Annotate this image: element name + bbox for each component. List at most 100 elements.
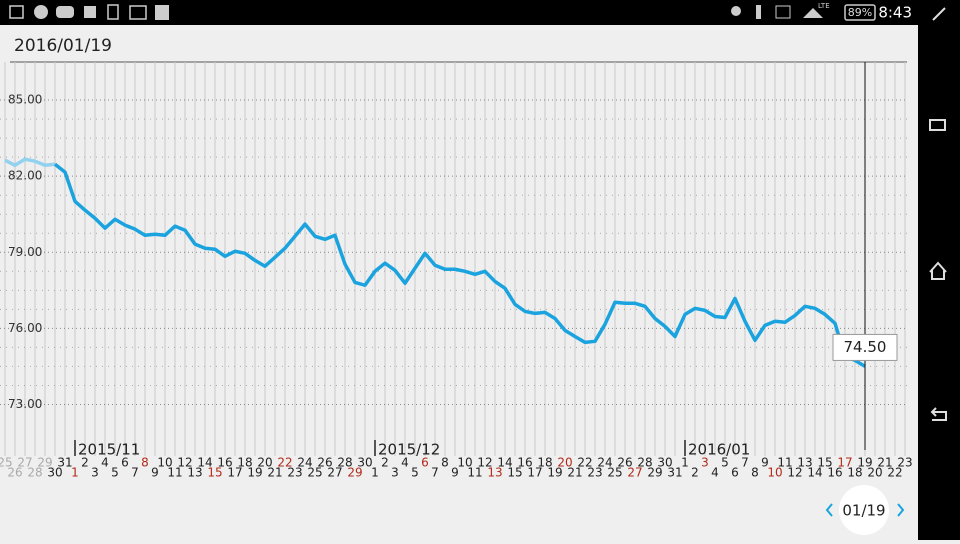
x-tick-label: 2 xyxy=(691,466,699,480)
x-tick-label: 25 xyxy=(607,466,622,480)
x-tick-label: 25 xyxy=(307,466,322,480)
x-tick-label: 22 xyxy=(577,456,592,470)
back-button[interactable] xyxy=(930,407,947,421)
x-tick-label: 31 xyxy=(57,456,72,470)
x-tick-label: 9 xyxy=(451,466,459,480)
chart: 73.0076.0079.0082.0085.00252627282930311… xyxy=(0,62,913,480)
x-tick-label: 28 xyxy=(27,466,42,480)
y-tick-label: 82.00 xyxy=(8,169,42,183)
x-tick-label: 7 xyxy=(741,456,749,470)
x-tick-label: 29 xyxy=(37,456,52,470)
x-tick-label: 20 xyxy=(257,456,272,470)
x-tick-label: 11 xyxy=(467,466,482,480)
date-button[interactable] xyxy=(839,485,889,535)
x-tick-label: 1 xyxy=(71,466,79,480)
x-tick-label: 16 xyxy=(517,456,532,470)
x-tick-label: 29 xyxy=(647,466,662,480)
x-tick-label: 3 xyxy=(91,466,99,480)
x-tick-label: 18 xyxy=(237,456,252,470)
x-tick-label: 6 xyxy=(731,466,739,480)
x-tick-label: 28 xyxy=(337,456,352,470)
x-tick-label: 29 xyxy=(347,466,362,480)
x-tick-label: 7 xyxy=(431,466,439,480)
x-tick-label: 18 xyxy=(847,466,862,480)
x-tick-label: 13 xyxy=(487,466,502,480)
month-label: 2015/12 xyxy=(378,441,440,459)
month-label: 2016/01 xyxy=(688,441,750,459)
x-tick-label: 4 xyxy=(711,466,719,480)
x-tick-label: 15 xyxy=(817,456,832,470)
x-tick-label: 15 xyxy=(207,466,222,480)
x-tick-label: 6 xyxy=(421,456,429,470)
x-tick-label: 14 xyxy=(807,466,822,480)
x-tick-label: 23 xyxy=(287,466,302,480)
nav-buttons xyxy=(929,7,947,421)
x-tick-label: 10 xyxy=(767,466,782,480)
y-tick-label: 76.00 xyxy=(8,321,42,335)
selected-date: 2016/01/19 xyxy=(14,36,112,56)
x-tick-label: 20 xyxy=(557,456,572,470)
x-tick-label: 26 xyxy=(7,466,22,480)
x-tick-label: 3 xyxy=(701,456,709,470)
next-button[interactable] xyxy=(897,503,905,517)
x-tick-label: 21 xyxy=(877,456,892,470)
x-tick-label: 30 xyxy=(47,466,62,480)
clock: 8:43 xyxy=(878,4,912,22)
x-tick-label: 31 xyxy=(667,466,682,480)
x-tick-label: 5 xyxy=(721,456,729,470)
x-tick-label: 22 xyxy=(887,466,902,480)
x-tick-label: 27 xyxy=(17,456,32,470)
x-tick-label: 26 xyxy=(317,456,332,470)
x-tick-label: 21 xyxy=(567,466,582,480)
x-tick-label: 2 xyxy=(381,456,389,470)
x-tick-label: 24 xyxy=(297,456,312,470)
x-tick-label: 18 xyxy=(537,456,552,470)
x-tick-label: 10 xyxy=(457,456,472,470)
x-tick-label: 13 xyxy=(187,466,202,480)
x-tick-label: 25 xyxy=(0,456,13,470)
x-tick-label: 1 xyxy=(371,466,379,480)
x-tick-label: 30 xyxy=(357,456,372,470)
x-tick-label: 3 xyxy=(391,466,399,480)
x-tick-label: 21 xyxy=(267,466,282,480)
network: LTE xyxy=(818,2,830,10)
x-tick-label: 14 xyxy=(197,456,212,470)
cursor-box xyxy=(832,333,898,361)
cursor-label: 74.50 xyxy=(844,338,887,356)
x-tick-label: 16 xyxy=(217,456,232,470)
x-tick-label: 4 xyxy=(101,456,109,470)
price-line xyxy=(4,157,56,168)
price-line xyxy=(53,162,866,368)
x-tick-label: 27 xyxy=(627,466,642,480)
x-tick-label: 9 xyxy=(761,456,769,470)
x-tick-label: 5 xyxy=(111,466,119,480)
x-tick-label: 13 xyxy=(797,456,812,470)
x-tick-label: 28 xyxy=(637,456,652,470)
home-button[interactable] xyxy=(929,261,947,280)
x-tick-label: 14 xyxy=(497,456,512,470)
prev-button[interactable] xyxy=(825,503,833,517)
status-icons xyxy=(9,4,876,21)
recents-button[interactable] xyxy=(929,119,946,131)
x-tick-label: 22 xyxy=(277,456,292,470)
x-tick-label: 12 xyxy=(177,456,192,470)
x-tick-label: 19 xyxy=(857,456,872,470)
x-tick-label: 27 xyxy=(327,466,342,480)
battery: 89% xyxy=(848,6,872,19)
x-tick-label: 30 xyxy=(657,456,672,470)
x-tick-label: 19 xyxy=(247,466,262,480)
close-button[interactable] xyxy=(932,7,946,21)
nav-bar xyxy=(918,25,960,540)
x-tick-label: 8 xyxy=(441,456,449,470)
x-tick-label: 17 xyxy=(227,466,242,480)
x-tick-label: 9 xyxy=(151,466,159,480)
x-tick-label: 5 xyxy=(411,466,419,480)
x-tick-label: 26 xyxy=(617,456,632,470)
x-tick-label: 12 xyxy=(787,466,802,480)
x-tick-label: 2 xyxy=(81,456,89,470)
x-tick-label: 10 xyxy=(157,456,172,470)
x-tick-label: 7 xyxy=(131,466,139,480)
y-tick-label: 73.00 xyxy=(8,397,42,411)
